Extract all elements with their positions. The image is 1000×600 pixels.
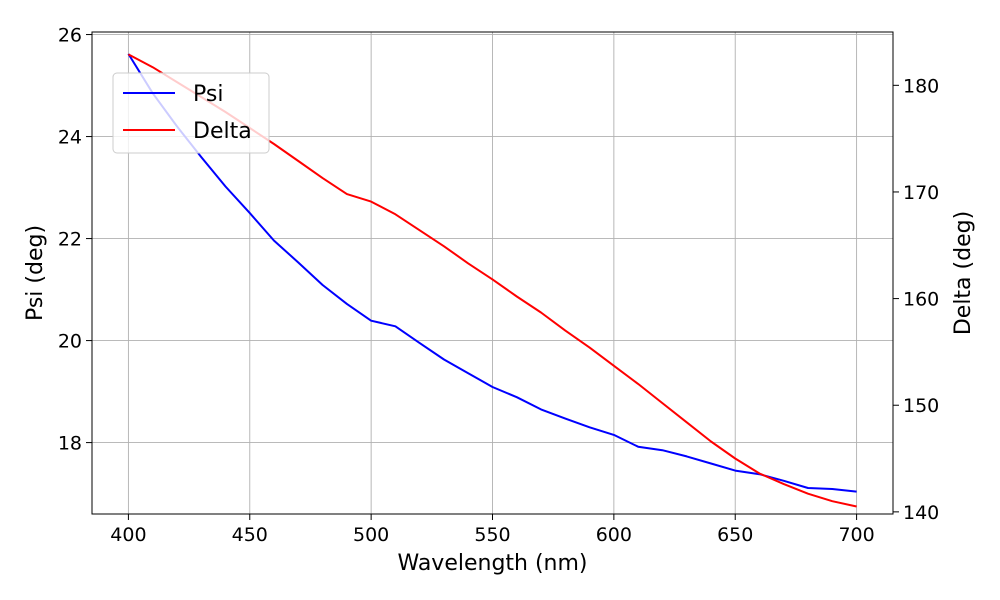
- legend-label-psi: Psi: [193, 82, 223, 107]
- y-right-tick-label: 180: [903, 75, 939, 97]
- x-axis-title: Wavelength (nm): [397, 551, 587, 576]
- y-right-tick-label: 150: [903, 395, 939, 417]
- y-right-tick-label: 170: [903, 182, 939, 204]
- series-line-psi: [127, 53, 857, 493]
- x-tick-label: 450: [232, 524, 268, 546]
- y-left-tick-label: 22: [58, 229, 82, 251]
- y-left-tick-label: 26: [58, 25, 82, 47]
- x-tick-label: 550: [474, 524, 510, 546]
- y-right-axis-ticks: 140 150 160 170 180: [893, 75, 939, 524]
- x-tick-label: 600: [596, 524, 632, 546]
- x-tick-label: 700: [838, 524, 874, 546]
- y-left-axis-title: Psi (deg): [23, 225, 48, 321]
- x-tick-label: 650: [717, 524, 753, 546]
- y-left-tick-label: 20: [58, 331, 82, 353]
- legend: Psi Delta: [112, 72, 270, 154]
- y-right-tick-label: 140: [903, 502, 939, 524]
- y-right-axis-title: Delta (deg): [951, 211, 976, 335]
- legend-label-delta: Delta: [193, 119, 252, 144]
- x-tick-label: 500: [353, 524, 389, 546]
- y-left-tick-label: 24: [58, 127, 82, 149]
- x-tick-label: 400: [110, 524, 146, 546]
- grid: [92, 32, 893, 514]
- x-axis-ticks: 400 450 500 550 600 650 700: [110, 514, 875, 546]
- y-left-tick-label: 18: [58, 433, 82, 455]
- y-right-tick-label: 160: [903, 289, 939, 311]
- y-left-axis-ticks: 18 20 22 24 26: [58, 25, 92, 455]
